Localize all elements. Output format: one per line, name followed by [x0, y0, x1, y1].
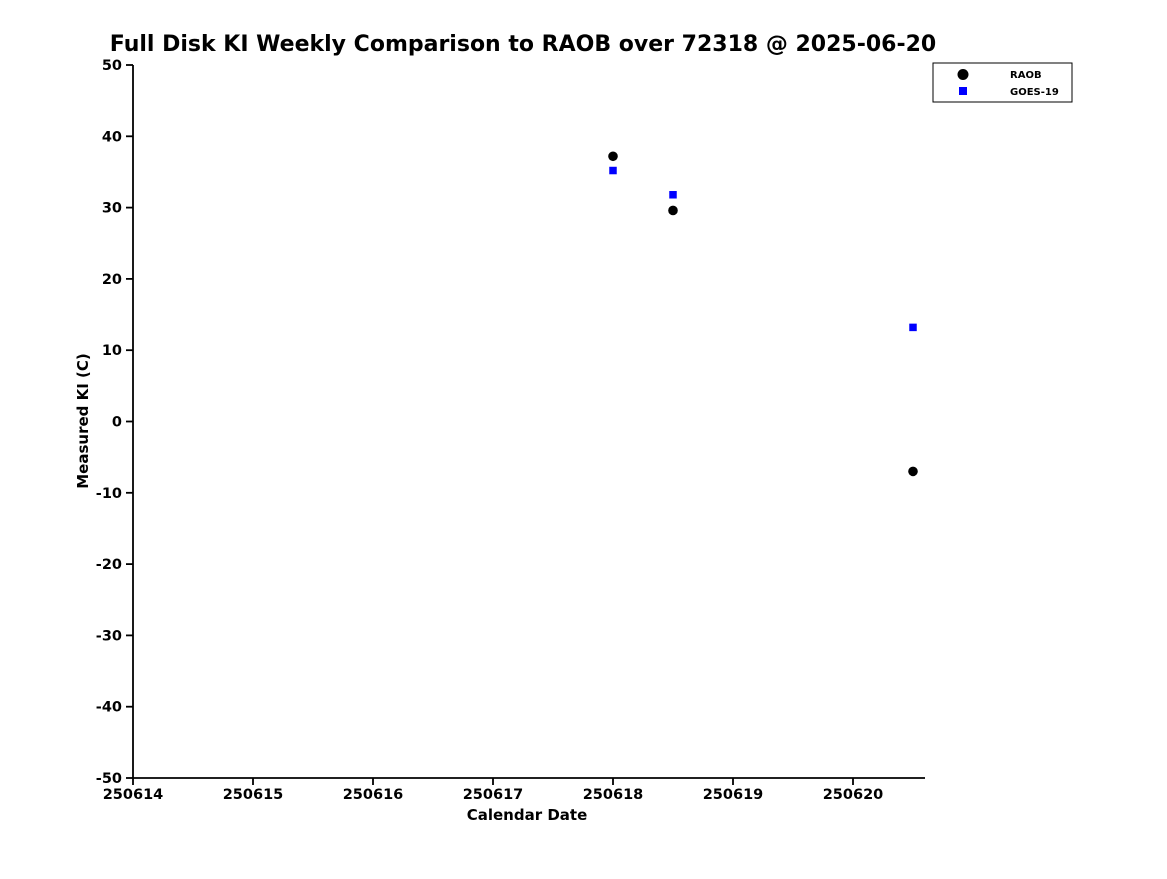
y-tick-label: -40 — [96, 700, 122, 716]
data-point-raob — [608, 151, 618, 162]
axes: 250614 250615 250616 250617 250618 250619 2506… — [96, 58, 925, 803]
data-points — [608, 151, 918, 477]
x-tick-label: 250614 — [103, 787, 164, 803]
y-tick-label: 10 — [102, 343, 122, 359]
x-tick-label: 250615 — [223, 787, 284, 803]
chart-title: Full Disk KI Weekly Comparison to RAOB o… — [110, 32, 936, 57]
y-tick-label: 20 — [102, 272, 122, 288]
y-tick-label: -30 — [96, 628, 122, 644]
y-tick-label: 30 — [102, 201, 122, 217]
y-tick-label: -20 — [96, 557, 122, 573]
y-axis-label: Measured KI (C) — [74, 353, 92, 489]
y-tick-label: -10 — [96, 486, 122, 502]
x-tick-label: 250618 — [583, 787, 644, 803]
data-point-goes-19 — [669, 191, 677, 199]
y-tick-label: 0 — [112, 415, 122, 431]
legend-label-goes19: GOES-19 — [1010, 87, 1059, 98]
legend-box — [932, 62, 1073, 103]
y-tick-label: -50 — [96, 771, 122, 787]
legend: RAOB GOES-19 — [932, 62, 1073, 103]
y-tick-label: 40 — [102, 129, 122, 145]
legend-marker-raob-circle-icon — [957, 69, 969, 80]
legend-label-raob: RAOB — [1010, 70, 1042, 81]
x-tick-label: 250616 — [343, 787, 404, 803]
data-point-raob — [908, 466, 918, 477]
data-point-goes-19 — [609, 166, 617, 175]
x-tick-label: 250620 — [823, 787, 884, 803]
legend-marker-goes19-square-icon — [959, 87, 967, 95]
x-tick-label: 250619 — [703, 787, 764, 803]
x-axis-label: Calendar Date — [467, 806, 588, 824]
x-tick-label: 250617 — [463, 787, 524, 803]
y-tick-label: 50 — [102, 58, 122, 74]
data-point-raob — [668, 205, 678, 216]
data-point-goes-19 — [909, 323, 917, 332]
